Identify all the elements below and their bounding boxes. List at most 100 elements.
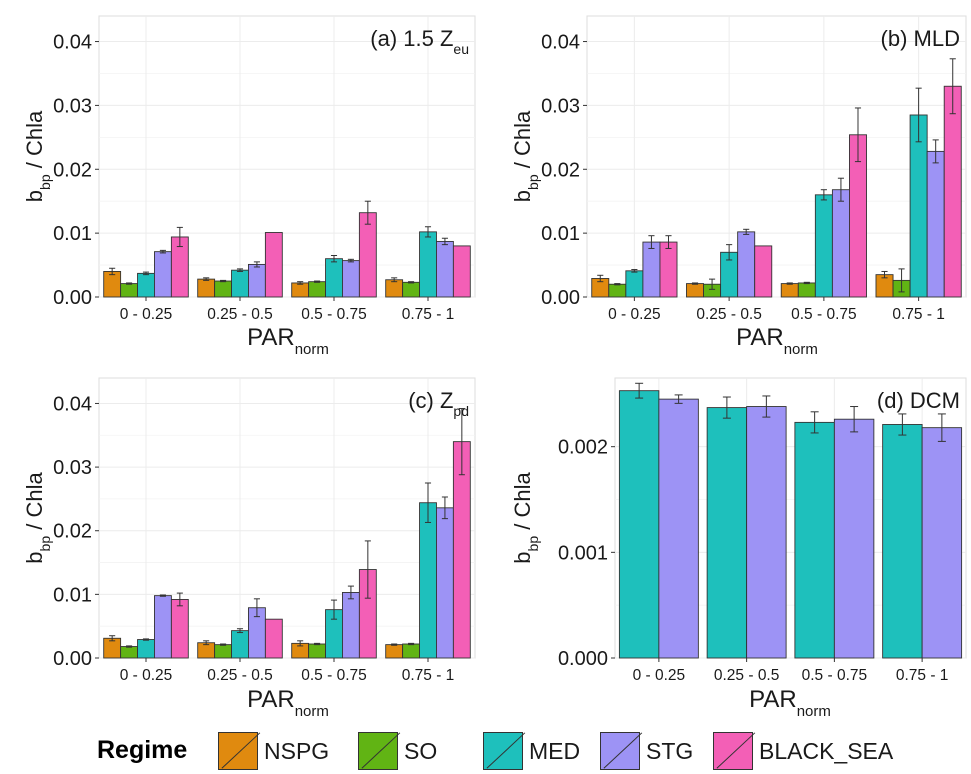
bar [358, 212, 377, 298]
y-axis-label: bbp / Chla [510, 472, 541, 564]
bar [197, 278, 216, 298]
bar [120, 283, 138, 298]
y-tick-label: 0.01 [53, 584, 92, 606]
legend-label-black-sea: BLACK_SEA [759, 738, 894, 764]
bar [608, 283, 627, 298]
x-tick-label: 0 - 0.25 [633, 667, 686, 684]
bar [833, 418, 875, 659]
bar [780, 283, 799, 298]
bar [103, 271, 122, 298]
bar [402, 281, 420, 298]
y-tick-label: 0.03 [541, 95, 580, 117]
bar [452, 245, 471, 298]
y-axis-label: bbp / Chla [510, 110, 541, 202]
x-axis-label: PARnorm [247, 686, 329, 720]
panel-title: (c) Zpd [408, 388, 469, 419]
y-tick-label: 0.04 [541, 32, 580, 54]
y-axis-label: bbp / Chla [22, 110, 53, 202]
bar [325, 258, 343, 298]
bar [642, 241, 661, 298]
bar [137, 272, 155, 298]
bar [419, 502, 437, 659]
x-tick-label: 0.75 - 1 [892, 306, 945, 323]
bar [154, 595, 172, 659]
bar [943, 85, 962, 298]
bar [926, 150, 945, 298]
bar [385, 279, 404, 298]
x-tick-label: 0.75 - 1 [896, 667, 949, 684]
bar [659, 241, 678, 298]
legend-key-so [358, 732, 398, 770]
x-tick-label: 0.5 - 0.75 [301, 667, 367, 684]
bar [814, 194, 833, 298]
panel-a: 0.00 0.01 0.02 0.03 0.04 0 - 0.25 0.25 - 0.5 0.… [22, 15, 476, 358]
x-tick-label: 0 - 0.25 [120, 667, 173, 684]
panel-title: (a) 1.5 Zeu [370, 26, 469, 57]
bar [618, 390, 660, 659]
y-tick-label: 0.04 [53, 393, 92, 415]
legend-label-nspg: NSPG [264, 738, 330, 764]
bar [831, 189, 850, 298]
panel-b: 0.00 0.01 0.02 0.03 0.04 0 - 0.25 0.25 - 0.5 0.… [510, 15, 967, 358]
legend: Regime NSPG SO MED STG BLACK_SEA [0, 726, 971, 772]
bar [308, 643, 326, 659]
bar [248, 263, 266, 298]
bar [921, 427, 963, 659]
x-tick-label: 0.25 - 0.5 [207, 667, 273, 684]
x-axis-label: PARnorm [736, 324, 818, 358]
bar [794, 421, 835, 659]
y-tick-label: 0.002 [558, 437, 608, 459]
bar [342, 592, 360, 659]
bar [797, 282, 816, 298]
legend-label-so: SO [404, 738, 438, 764]
y-tick-label: 0.01 [541, 223, 580, 245]
y-tick-label: 0.02 [53, 521, 92, 543]
x-tick-label: 0 - 0.25 [608, 306, 661, 323]
bar [264, 618, 283, 659]
bar [882, 424, 923, 659]
legend-key-nspg [218, 732, 258, 770]
bar [737, 231, 756, 298]
x-tick-label: 0.75 - 1 [402, 667, 455, 684]
bar [746, 406, 787, 659]
y-tick-label: 0.01 [53, 223, 92, 245]
x-tick-label: 0.25 - 0.5 [696, 306, 762, 323]
bar [154, 251, 172, 298]
legend-key-black-sea [713, 732, 753, 770]
bar [658, 398, 699, 659]
bar [291, 282, 310, 298]
y-tick-label: 0.00 [541, 287, 580, 309]
bar [706, 407, 748, 659]
panel-c: 0.00 0.01 0.02 0.03 0.04 0 - 0.25 0.25 - 0.5 0.… [22, 377, 476, 720]
panel-title: (d) DCM [877, 388, 960, 413]
y-tick-label: 0.001 [558, 542, 608, 564]
bar [120, 646, 138, 659]
bar [214, 644, 232, 659]
bar [754, 245, 773, 298]
bar [170, 599, 189, 659]
bar [686, 283, 704, 298]
legend-title: Regime [97, 736, 188, 764]
legend-label-stg: STG [646, 738, 694, 764]
x-tick-label: 0.25 - 0.5 [714, 667, 780, 684]
bar [137, 639, 155, 659]
bar [342, 260, 360, 298]
x-tick-label: 0.75 - 1 [402, 306, 455, 323]
bar [214, 280, 232, 298]
bar [436, 507, 454, 659]
y-tick-label: 0.03 [53, 95, 92, 117]
bar [402, 643, 420, 659]
legend-key-stg [600, 732, 640, 770]
x-tick-label: 0.5 - 0.75 [802, 667, 868, 684]
x-tick-label: 0.5 - 0.75 [301, 306, 367, 323]
bar [264, 232, 283, 298]
y-tick-label: 0.04 [53, 32, 92, 54]
y-tick-label: 0.000 [558, 648, 608, 670]
x-axis-label: PARnorm [749, 686, 831, 720]
bar [385, 644, 404, 659]
y-tick-label: 0.02 [53, 159, 92, 181]
bar [308, 281, 326, 298]
y-tick-label: 0.02 [541, 159, 580, 181]
y-tick-label: 0.00 [53, 287, 92, 309]
